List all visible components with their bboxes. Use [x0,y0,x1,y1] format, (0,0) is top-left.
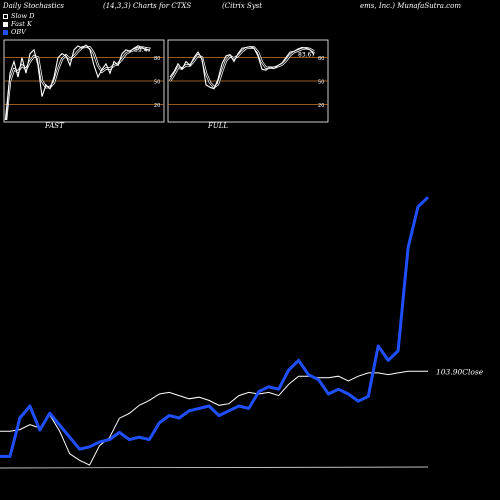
value-label-full: 83.67 [298,52,315,59]
panel-label-full: FULL [208,122,229,130]
level-label-50-full: 50 [318,80,324,86]
legend-swatch-obv [3,29,8,35]
legend-swatch-fast-k [3,21,8,27]
level-label-80-fast: 80 [154,56,160,62]
header-right2: ems, Inc.) MunafaSutra.com [360,2,461,10]
slow-d-line-full [169,47,315,88]
legend-label-obv: OBV [11,28,26,36]
legend-fast-k: Fast K [3,20,34,28]
level-label-20-full: 20 [318,103,324,109]
legend-obv: OBV [3,28,34,36]
slow-d-line-fast [5,46,151,121]
legend-label-fast-k: Fast K [11,20,32,28]
level-label-50-fast: 50 [154,80,160,86]
close-line [0,370,428,466]
legend: Slow D Fast K OBV [3,12,34,36]
legend-label-slow-d: Slow D [11,12,35,20]
fast-k-line-fast [5,44,151,121]
header-mid: (14,3,3) Charts for CTXS [103,2,192,10]
header-right1: (Citrix Syst [222,2,263,10]
panel-full: 80 50 20 83.67 [167,39,329,123]
legend-swatch-slow-d [3,13,8,19]
baseline-line [0,466,429,469]
legend-slow-d: Slow D [3,12,34,20]
fast-k-line-full [169,46,315,90]
panel-label-fast: FAST [45,122,64,130]
obv-line [0,196,430,458]
header-left: Daily Stochastics [3,2,65,10]
value-label-fast: 89.47 [134,47,151,54]
panel-fast: 80 50 20 89.47 [3,39,165,123]
level-label-20-fast: 20 [154,103,160,109]
level-label-80-full: 80 [318,56,324,62]
last-close-label: 103.90Close [436,367,484,376]
